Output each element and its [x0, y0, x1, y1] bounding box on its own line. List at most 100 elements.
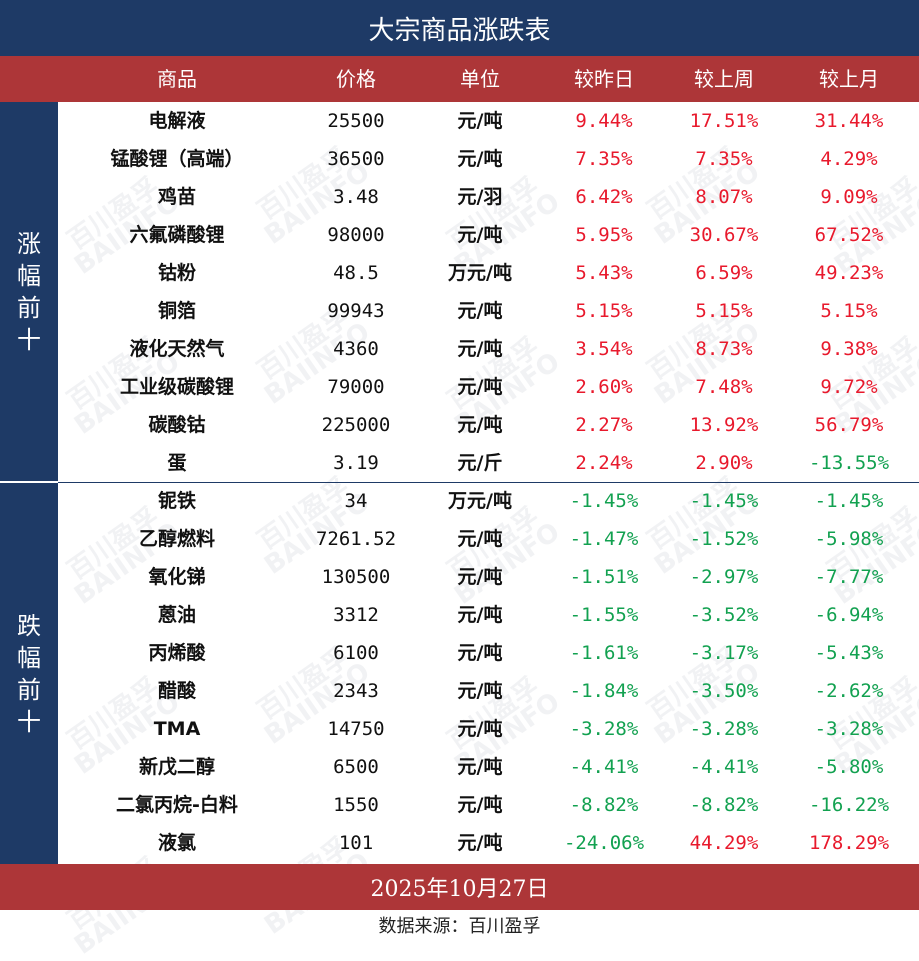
commodity-unit: 元/吨 [457, 414, 503, 436]
report-date: 2025年10月27日 [0, 864, 919, 910]
change-vs-last-month: -7.77% [814, 566, 884, 588]
section-label-top-losers: 跌 幅 前 十 [0, 483, 58, 864]
commodity-price: 34 [344, 490, 368, 512]
commodity-price: 3.48 [333, 186, 379, 208]
commodity-name: 液化天然气 [129, 338, 225, 360]
commodity-price: 4360 [333, 338, 379, 360]
header-name: 商品 [157, 67, 197, 91]
change-vs-last-month: 56.79% [814, 414, 884, 436]
change-vs-last-week: 30.67% [689, 224, 759, 246]
commodity-name: 蛋 [167, 452, 187, 474]
change-vs-yesterday: 5.95% [575, 224, 633, 246]
change-vs-yesterday: 9.44% [575, 110, 633, 132]
table-row: 液化天然气 4360 元/吨 3.54% 8.73% 9.38% [58, 330, 919, 368]
table-row: 醋酸 2343 元/吨 -1.84% -3.50% -2.62% [58, 672, 919, 710]
commodity-unit: 元/羽 [457, 186, 503, 208]
commodity-price: 3.19 [333, 452, 379, 474]
change-vs-last-month: 9.72% [820, 376, 878, 398]
section-char: 十 [17, 325, 41, 354]
table-row: 工业级碳酸锂 79000 元/吨 2.60% 7.48% 9.72% [58, 368, 919, 406]
commodity-price: 225000 [321, 414, 391, 436]
table-row: 丙烯酸 6100 元/吨 -1.61% -3.17% -5.43% [58, 634, 919, 672]
change-vs-yesterday: -3.28% [569, 718, 639, 740]
change-vs-last-week: 5.15% [695, 300, 753, 322]
change-vs-last-week: -3.28% [689, 718, 759, 740]
commodity-name: 蒽油 [157, 604, 196, 626]
change-vs-last-month: -6.94% [814, 604, 884, 626]
table-row: 锰酸锂（高端） 36500 元/吨 7.35% 7.35% 4.29% [58, 140, 919, 178]
section-divider [58, 482, 919, 483]
table-row: 液氯 101 元/吨 -24.06% 44.29% 178.29% [58, 824, 919, 862]
section-char: 前 [17, 675, 41, 704]
change-vs-last-month: 5.15% [820, 300, 878, 322]
commodity-name: 鸡苗 [157, 186, 196, 208]
change-vs-last-month: 31.44% [814, 110, 884, 132]
change-vs-last-month: -2.62% [814, 680, 884, 702]
commodity-name: 工业级碳酸锂 [119, 376, 234, 398]
data-source: 数据来源：百川盈孚 [378, 916, 541, 937]
commodity-unit: 元/吨 [457, 566, 503, 588]
table-row: 铜箔 99943 元/吨 5.15% 5.15% 5.15% [58, 292, 919, 330]
commodity-name: 醋酸 [157, 680, 196, 702]
table-row: 铌铁 34 万元/吨 -1.45% -1.45% -1.45% [58, 482, 919, 520]
change-vs-yesterday: 5.43% [575, 262, 633, 284]
change-vs-yesterday: 7.35% [575, 148, 633, 170]
section-char: 幅 [17, 643, 41, 672]
change-vs-yesterday: -1.51% [569, 566, 639, 588]
commodity-unit: 元/吨 [457, 376, 503, 398]
header-week-change: 较上周 [694, 67, 754, 91]
commodity-unit: 元/吨 [457, 148, 503, 170]
commodity-price: 48.5 [333, 262, 379, 284]
change-vs-last-week: 8.07% [695, 186, 753, 208]
commodity-name: 电解液 [148, 110, 206, 132]
commodity-unit: 元/吨 [457, 832, 503, 854]
commodity-name: 液氯 [157, 832, 196, 854]
table-row: 乙醇燃料 7261.52 元/吨 -1.47% -1.52% -5.98% [58, 520, 919, 558]
change-vs-yesterday: -4.41% [569, 756, 639, 778]
header-month-change: 较上月 [819, 67, 879, 91]
change-vs-last-week: -1.45% [689, 490, 759, 512]
change-vs-last-week: 13.92% [689, 414, 759, 436]
commodity-unit: 元/吨 [457, 224, 503, 246]
change-vs-last-month: 9.38% [820, 338, 878, 360]
commodity-unit: 元/吨 [457, 528, 503, 550]
commodity-unit: 万元/吨 [448, 490, 512, 512]
change-vs-last-month: -5.98% [814, 528, 884, 550]
section-char: 幅 [17, 261, 41, 290]
commodity-name: 新戊二醇 [138, 756, 215, 778]
change-vs-last-week: -8.82% [689, 794, 759, 816]
change-vs-last-month: -16.22% [808, 794, 890, 816]
change-vs-yesterday: -8.82% [569, 794, 639, 816]
commodity-name: 丙烯酸 [148, 642, 206, 664]
commodity-unit: 元/吨 [457, 642, 503, 664]
commodity-name: 碳酸钴 [148, 414, 206, 436]
commodity-table: 电解液 25500 元/吨 9.44% 17.51% 31.44% 锰酸锂（高端） 36500… [58, 102, 919, 864]
section-char: 十 [17, 707, 41, 736]
commodity-price: 98000 [327, 224, 385, 246]
section-char: 涨 [17, 229, 41, 258]
change-vs-yesterday: -1.47% [569, 528, 639, 550]
section-char: 前 [17, 293, 41, 322]
table-row: 蛋 3.19 元/斤 2.24% 2.90% -13.55% [58, 444, 919, 482]
commodity-price: 2343 [333, 680, 379, 702]
change-vs-last-week: -1.52% [689, 528, 759, 550]
table-header-row: 商品 价格 单位 较昨日 较上周 较上月 [0, 56, 919, 102]
commodity-unit: 元/吨 [457, 680, 503, 702]
commodity-price: 101 [338, 832, 374, 854]
change-vs-last-month: -5.43% [814, 642, 884, 664]
table-row: TMA 14750 元/吨 -3.28% -3.28% -3.28% [58, 710, 919, 748]
change-vs-last-month: -5.80% [814, 756, 884, 778]
change-vs-yesterday: 6.42% [575, 186, 633, 208]
change-vs-last-week: -4.41% [689, 756, 759, 778]
commodity-unit: 元/吨 [457, 338, 503, 360]
table-row: 六氟磷酸锂 98000 元/吨 5.95% 30.67% 67.52% [58, 216, 919, 254]
change-vs-last-week: 7.35% [695, 148, 753, 170]
change-vs-last-week: -3.50% [689, 680, 759, 702]
table-row: 二氯丙烷-白料 1550 元/吨 -8.82% -8.82% -16.22% [58, 786, 919, 824]
commodity-name: 钴粉 [157, 262, 196, 284]
change-vs-yesterday: 5.15% [575, 300, 633, 322]
table-row: 电解液 25500 元/吨 9.44% 17.51% 31.44% [58, 102, 919, 140]
change-vs-last-month: 4.29% [820, 148, 878, 170]
commodity-unit: 万元/吨 [448, 262, 512, 284]
commodity-name: 氧化锑 [148, 566, 206, 588]
